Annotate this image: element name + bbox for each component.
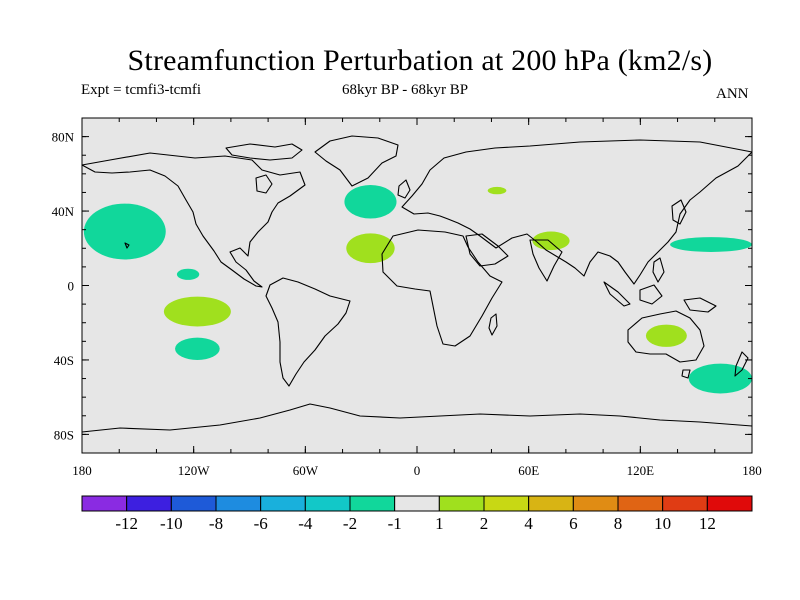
coastline-borneo	[639, 284, 663, 305]
anomaly-west-pacific-negative	[670, 237, 752, 252]
colorbar-swatch	[662, 495, 708, 512]
coastline-eurasia	[401, 139, 753, 285]
coastline-antarctica	[81, 403, 753, 433]
coastline-sumatra	[603, 281, 631, 307]
lon-tick-label: 0	[414, 463, 421, 478]
colorbar-swatch	[394, 495, 440, 512]
lon-tick-label: 60W	[293, 463, 319, 478]
axis-ticks: 80N 40N 0 40S 80S 180 120W 60W 0 60E 120E 180	[52, 117, 762, 478]
coastline-philippines	[652, 257, 665, 283]
colorbar-label: 4	[524, 514, 533, 533]
coastline-south-america	[265, 277, 351, 387]
lon-tick-label: 120E	[627, 463, 655, 478]
colorbar-label: 2	[480, 514, 489, 533]
lon-tick-label: 180	[72, 463, 92, 478]
map-background	[82, 118, 752, 453]
anomaly-south-pacific-negative	[175, 337, 220, 360]
lat-tick-label: 40S	[54, 353, 74, 368]
lat-tick-label: 80N	[52, 130, 75, 145]
anomaly-australia-positive	[645, 324, 687, 347]
coastline-japan	[671, 199, 687, 225]
colorbar-label: 8	[614, 514, 623, 533]
lat-tick-label: 80S	[54, 427, 74, 442]
coastline-arctic-islands	[225, 143, 303, 161]
colorbar-swatch	[304, 495, 351, 512]
colorbar-label: -6	[254, 514, 268, 533]
colorbar-label: -2	[343, 514, 357, 533]
colorbar-swatch	[81, 495, 128, 512]
anomaly-north-pacific-negative	[83, 203, 166, 260]
coastline-madagascar	[488, 313, 498, 336]
coastline-greenland	[314, 135, 399, 187]
colorbar: -12 -10 -8 -6 -4 -2 -1 1 2 4 6 8 10 12	[81, 495, 753, 533]
coastline-hawaii	[124, 242, 130, 249]
colorbar-swatch	[126, 495, 172, 512]
colorbar-label: -12	[115, 514, 138, 533]
anomaly-north-atlantic-negative	[344, 185, 397, 219]
colorbar-label: 1	[435, 514, 444, 533]
experiment-label: Expt = tcmfi3-tcmfi	[81, 82, 202, 98]
colorbar-swatch	[706, 495, 753, 512]
lon-tick-label: 60E	[518, 463, 539, 478]
coastline-africa	[381, 229, 503, 347]
colorbar-swatch	[260, 495, 306, 512]
period-label: 68kyr BP - 68kyr BP	[342, 82, 469, 98]
anomaly-central-pacific-small-negative	[176, 268, 200, 280]
colorbar-label: -4	[298, 514, 313, 533]
lon-tick-label: 120W	[178, 463, 211, 478]
coastline-layer	[81, 135, 753, 433]
anomaly-southwest-pacific-negative	[688, 363, 752, 394]
colorbar-swatch	[617, 495, 664, 512]
coastline-arabia	[465, 233, 509, 267]
coastline-new-guinea	[683, 297, 717, 313]
coastline-tasmania	[681, 369, 691, 379]
anomaly-south-asia-positive	[532, 231, 570, 251]
anomaly-eastern-pacific-positive	[163, 296, 231, 327]
lat-tick-label: 0	[68, 279, 75, 294]
colorbar-swatch	[215, 495, 262, 512]
chart-title: Streamfunction Perturbation at 200 hPa (…	[127, 44, 713, 77]
anomaly-north-africa-positive	[346, 233, 395, 264]
coastline-british-isles	[397, 179, 411, 199]
colorbar-swatch	[438, 495, 485, 512]
colorbar-label: 6	[569, 514, 578, 533]
colorbar-label: 12	[699, 514, 716, 533]
coastline-australia	[627, 310, 705, 363]
colorbar-swatch	[170, 495, 217, 512]
colorbar-label: -8	[209, 514, 223, 533]
colorbar-swatch	[349, 495, 396, 512]
coastline-new-zealand	[734, 351, 749, 377]
anomaly-layer	[83, 185, 752, 394]
colorbar-swatch	[572, 495, 619, 512]
anomaly-caspian-positive	[487, 186, 507, 195]
coastline-north-america	[81, 152, 306, 288]
colorbar-swatch	[483, 495, 530, 512]
colorbar-label: -10	[160, 514, 183, 533]
coastline-india	[529, 239, 563, 282]
colorbar-label: -1	[388, 514, 402, 533]
season-label: ANN	[716, 86, 749, 102]
colorbar-swatch	[528, 495, 574, 512]
colorbar-label: 10	[654, 514, 671, 533]
coastline-hudson-bay	[255, 174, 273, 194]
lon-tick-label: 180	[742, 463, 762, 478]
lat-tick-label: 40N	[52, 204, 75, 219]
